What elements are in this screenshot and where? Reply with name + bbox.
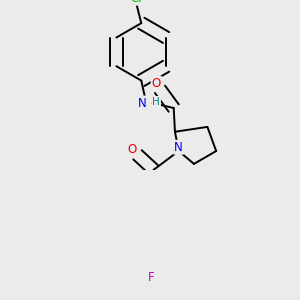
Text: F: F [148, 271, 154, 284]
Text: O: O [152, 76, 161, 90]
Text: O: O [128, 143, 137, 156]
Text: N: N [174, 141, 183, 154]
Text: Cl: Cl [130, 0, 142, 5]
Text: H: H [152, 97, 160, 107]
Text: N: N [138, 97, 147, 110]
